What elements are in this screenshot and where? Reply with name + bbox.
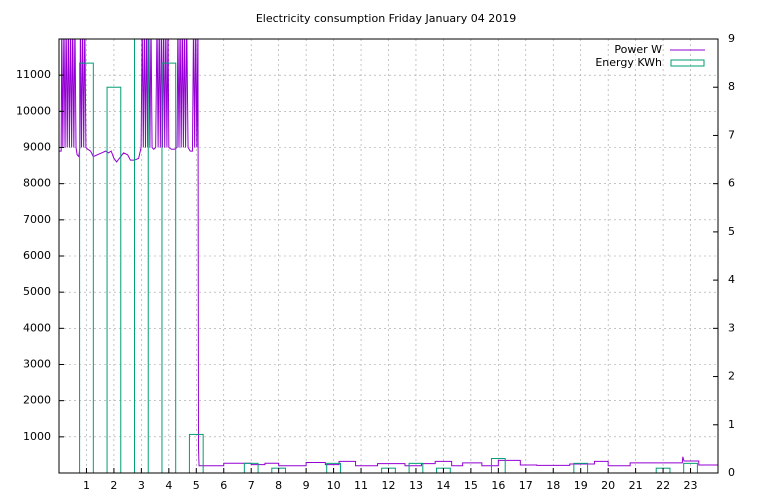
y2-tick-label: 6 [728,177,735,190]
x-tick-label: 10 [327,479,341,492]
y2-tick-label: 3 [728,321,735,334]
y-tick-label: 9000 [23,141,51,154]
y2-tick-label: 7 [728,128,735,141]
x-tick-label: 2 [110,479,117,492]
x-tick-label: 19 [574,479,588,492]
chart-title: Electricity consumption Friday January 0… [256,12,516,25]
x-tick-label: 1 [83,479,90,492]
y-tick-label: 4000 [23,321,51,334]
x-tick-label: 14 [436,479,450,492]
y-tick-label: 3000 [23,358,51,371]
y2-tick-label: 2 [728,370,735,383]
y2-tick-label: 0 [728,466,735,479]
y-tick-label: 7000 [23,213,51,226]
x-tick-label: 16 [491,479,505,492]
x-tick-label: 6 [220,479,227,492]
legend-swatch [670,59,705,67]
y2-tick-label: 8 [728,80,735,93]
energy-bar [326,462,341,473]
x-tick-label: 5 [193,479,200,492]
x-tick-label: 8 [275,479,282,492]
y-tick-label: 1000 [23,430,51,443]
x-tick-label: 12 [382,479,396,492]
y-tick-label: 10000 [16,104,51,117]
x-tick-label: 11 [354,479,368,492]
energy-bar [408,462,424,473]
y-tick-label: 8000 [23,177,51,190]
x-tick-label: 7 [248,479,255,492]
energy-bar [683,462,698,473]
y2-tick-label: 5 [728,225,735,238]
x-tick-label: 22 [656,479,670,492]
y-tick-label: 2000 [23,394,51,407]
x-tick-label: 23 [684,479,698,492]
y2-tick-label: 9 [728,32,735,45]
x-tick-label: 20 [601,479,615,492]
x-tick-label: 9 [303,479,310,492]
energy-bar [243,462,259,473]
power-line [59,39,718,467]
x-tick-label: 17 [519,479,533,492]
x-tick-label: 3 [138,479,145,492]
y2-tick-label: 1 [728,418,735,431]
x-tick-label: 21 [629,479,643,492]
x-tick-label: 15 [464,479,478,492]
legend-label: Power W [614,43,662,56]
y2-tick-label: 4 [728,273,735,286]
y-tick-label: 11000 [16,68,51,81]
x-tick-label: 18 [546,479,560,492]
energy-bar [573,462,589,473]
legend-label: Energy KWh [595,56,662,69]
y-tick-label: 6000 [23,249,51,262]
x-tick-label: 4 [165,479,172,492]
x-tick-label: 13 [409,479,423,492]
labels: 1000 2000 3000 4000 5000 6000 7000 8000 9000 1000… [16,32,735,492]
y-tick-label: 5000 [23,285,51,298]
grid [59,39,718,473]
